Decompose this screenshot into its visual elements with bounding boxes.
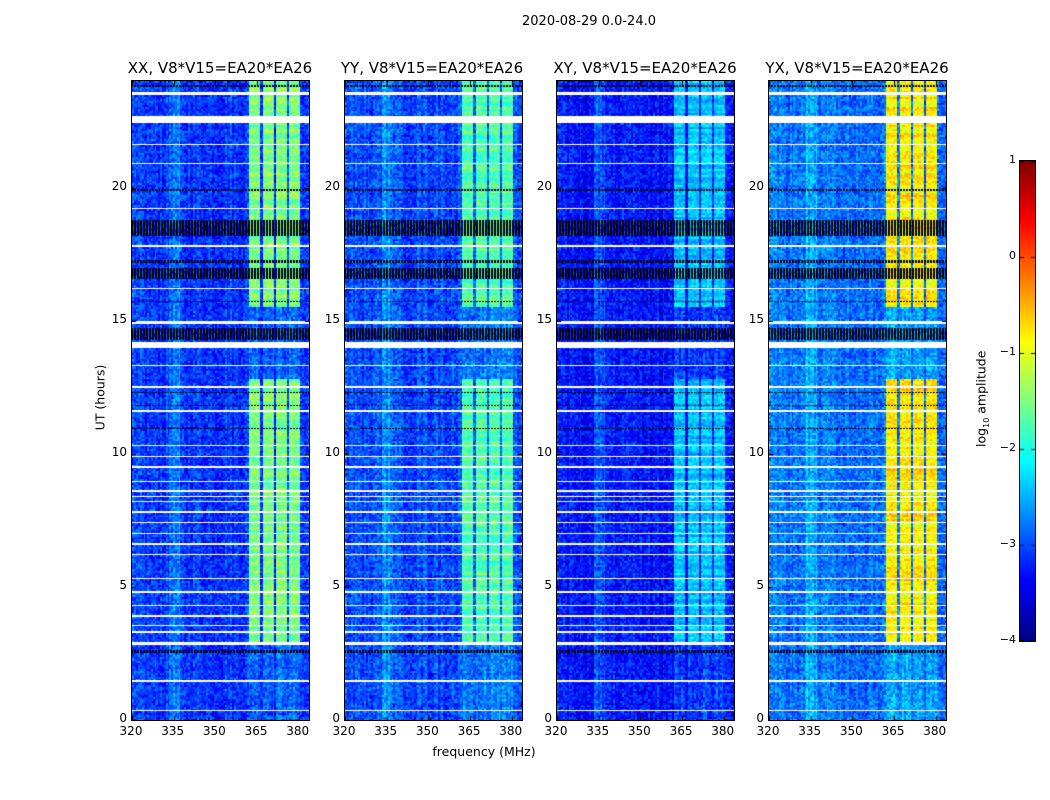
heatmap-panel-xx bbox=[131, 80, 310, 721]
y-tick-label: 20 bbox=[748, 178, 764, 193]
colorbar-tick-label: 0 bbox=[1009, 249, 1016, 262]
y-tick-label: 10 bbox=[324, 444, 340, 459]
x-tick-label: 365 bbox=[881, 724, 905, 738]
heatmap-panel-yx bbox=[768, 80, 947, 721]
x-tick-label: 365 bbox=[669, 724, 693, 738]
y-tick-label: 10 bbox=[536, 444, 552, 459]
panel-title-yx: YX, V8*V15=EA20*EA26 bbox=[765, 59, 949, 77]
x-tick-label: 380 bbox=[499, 724, 523, 738]
y-tick-label: 10 bbox=[748, 444, 764, 459]
y-tick-label: 0 bbox=[119, 711, 127, 725]
panel-title-xx: XX, V8*V15=EA20*EA26 bbox=[127, 59, 313, 77]
y-tick-label: 10 bbox=[111, 444, 127, 459]
heatmap-yy bbox=[345, 81, 522, 720]
y-tick-label: 0 bbox=[756, 711, 764, 725]
colorbar-tick-label: −4 bbox=[999, 633, 1016, 646]
y-tick-label: 5 bbox=[544, 577, 552, 592]
y-tick-label: 15 bbox=[536, 311, 552, 326]
x-tick-label: 335 bbox=[374, 724, 398, 738]
heatmap-xx bbox=[132, 81, 309, 720]
x-tick-label: 350 bbox=[627, 724, 651, 738]
x-tick-label: 380 bbox=[711, 724, 735, 738]
x-tick-label: 320 bbox=[756, 724, 780, 738]
colorbar-tick-label: −1 bbox=[999, 345, 1016, 358]
heatmap-xy bbox=[557, 81, 734, 720]
heatmap-panel-xy bbox=[556, 80, 735, 721]
x-axis-label: frequency (MHz) bbox=[432, 744, 536, 759]
x-tick-label: 365 bbox=[457, 724, 481, 738]
x-tick-label: 320 bbox=[332, 724, 356, 738]
y-tick-label: 20 bbox=[536, 178, 552, 193]
x-tick-label: 320 bbox=[119, 724, 143, 738]
y-tick-label: 0 bbox=[544, 711, 552, 725]
panel-title-yy: YY, V8*V15=EA20*EA26 bbox=[340, 59, 524, 77]
x-tick-label: 350 bbox=[202, 724, 226, 738]
colorbar-tick-label: −3 bbox=[999, 537, 1016, 550]
y-tick-label: 5 bbox=[332, 577, 340, 592]
y-tick-label: 20 bbox=[324, 178, 340, 193]
y-tick-label: 15 bbox=[748, 311, 764, 326]
y-tick-label: 15 bbox=[111, 311, 127, 326]
colorbar-label: log10 amplitude bbox=[973, 350, 991, 447]
heatmap-panel-yy bbox=[344, 80, 523, 721]
panel-title-xy: XY, V8*V15=EA20*EA26 bbox=[553, 59, 737, 77]
x-tick-label: 350 bbox=[415, 724, 439, 738]
x-tick-label: 335 bbox=[161, 724, 185, 738]
y-tick-label: 5 bbox=[756, 577, 764, 592]
heatmap-yx bbox=[769, 81, 946, 720]
x-tick-label: 320 bbox=[544, 724, 568, 738]
x-tick-label: 335 bbox=[586, 724, 610, 738]
x-tick-label: 380 bbox=[286, 724, 310, 738]
x-tick-label: 335 bbox=[798, 724, 822, 738]
y-tick-label: 0 bbox=[332, 711, 340, 725]
y-tick-label: 20 bbox=[111, 178, 127, 193]
colorbar bbox=[1019, 160, 1036, 642]
colorbar-tick-label: 1 bbox=[1009, 153, 1016, 166]
figure-title: 2020-08-29 0.0-24.0 bbox=[522, 14, 656, 29]
colorbar-tick-label: −2 bbox=[999, 441, 1016, 454]
y-axis-label: UT (hours) bbox=[92, 364, 108, 431]
y-tick-label: 15 bbox=[324, 311, 340, 326]
x-tick-label: 350 bbox=[839, 724, 863, 738]
x-tick-label: 380 bbox=[923, 724, 947, 738]
x-tick-label: 365 bbox=[244, 724, 268, 738]
y-tick-label: 5 bbox=[119, 577, 127, 592]
